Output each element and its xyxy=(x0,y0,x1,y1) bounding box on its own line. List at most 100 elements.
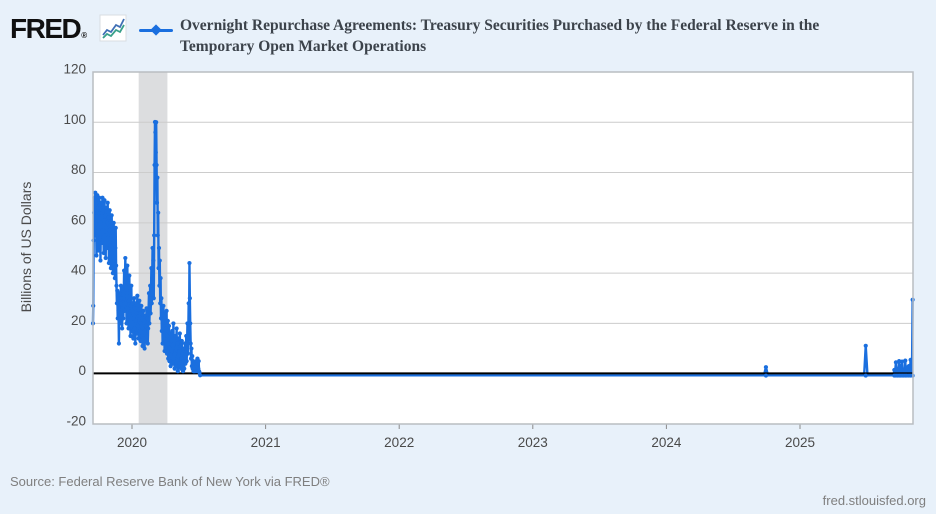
data-point-marker xyxy=(118,321,123,326)
data-point-marker xyxy=(98,258,103,263)
data-point-marker xyxy=(164,351,170,356)
data-point-marker xyxy=(109,250,115,256)
data-point-marker xyxy=(116,341,122,346)
data-point-marker xyxy=(185,351,190,356)
data-point-marker xyxy=(146,291,152,296)
data-point-marker xyxy=(96,215,101,220)
data-point-marker xyxy=(110,230,115,235)
data-point-marker xyxy=(155,175,160,180)
data-point-marker xyxy=(152,233,157,238)
data-point-marker xyxy=(898,364,903,369)
data-point-marker xyxy=(161,303,166,308)
data-point-marker xyxy=(111,258,117,263)
y-tick-label: 40 xyxy=(71,263,86,278)
data-point-marker xyxy=(106,260,111,266)
data-point-marker xyxy=(147,321,152,326)
data-point-marker xyxy=(99,200,104,205)
data-point-marker xyxy=(138,311,143,316)
data-point-marker xyxy=(165,333,170,339)
data-point-marker xyxy=(156,245,162,251)
data-point-marker xyxy=(126,298,132,303)
data-point-marker xyxy=(160,308,165,313)
data-point-marker xyxy=(863,343,868,348)
data-point-marker xyxy=(165,318,170,323)
data-point-marker xyxy=(171,321,176,326)
legend-dot-marker xyxy=(150,24,162,36)
data-point-marker xyxy=(107,243,113,248)
data-point-marker xyxy=(159,296,164,301)
data-point-marker xyxy=(162,316,167,321)
data-point-marker xyxy=(175,341,180,346)
data-point-marker xyxy=(164,308,169,313)
data-point-marker xyxy=(150,283,156,288)
fred-site-link[interactable]: fred.stlouisfed.org xyxy=(822,493,926,508)
data-point-marker xyxy=(134,331,139,336)
data-point-marker xyxy=(142,328,148,334)
data-point-marker xyxy=(93,220,98,225)
data-point-marker xyxy=(156,210,161,215)
x-tick-label: 2021 xyxy=(251,435,281,450)
data-point-marker xyxy=(137,298,142,303)
data-point-marker xyxy=(111,220,116,225)
y-tick-label: -20 xyxy=(66,413,86,428)
data-point-marker xyxy=(102,198,107,203)
data-point-marker xyxy=(164,326,169,331)
data-point-marker xyxy=(130,308,135,313)
series-legend-marker xyxy=(139,24,173,36)
data-point-marker xyxy=(763,373,768,378)
data-point-marker xyxy=(95,225,100,230)
data-point-marker xyxy=(105,235,111,241)
data-point-marker xyxy=(176,336,181,341)
data-point-marker xyxy=(101,218,107,223)
data-point-marker xyxy=(141,308,146,313)
data-point-marker xyxy=(94,210,99,215)
data-point-marker xyxy=(186,336,191,341)
fred-logo[interactable]: FRED® xyxy=(10,13,87,45)
data-point-marker xyxy=(160,321,166,326)
data-point-marker xyxy=(132,296,137,301)
data-point-marker xyxy=(170,361,175,366)
data-point-marker xyxy=(98,220,103,225)
data-point-marker xyxy=(158,301,163,306)
data-point-marker xyxy=(99,240,104,246)
data-point-marker xyxy=(177,348,182,354)
data-point-marker xyxy=(103,225,109,230)
data-point-marker xyxy=(106,215,111,220)
data-point-marker xyxy=(105,200,110,205)
data-point-marker xyxy=(108,223,113,228)
data-point-marker xyxy=(144,333,150,339)
data-point-marker xyxy=(125,306,130,311)
data-point-marker xyxy=(173,364,178,369)
data-point-marker xyxy=(150,245,155,251)
data-point-marker xyxy=(901,367,906,373)
data-point-marker xyxy=(184,346,190,351)
data-point-marker xyxy=(177,331,182,336)
data-point-marker xyxy=(124,276,129,281)
data-point-marker xyxy=(149,301,154,306)
data-point-marker xyxy=(145,341,150,346)
data-point-marker xyxy=(169,348,174,354)
data-point-marker xyxy=(763,365,769,370)
data-point-marker xyxy=(110,271,115,276)
data-point-marker xyxy=(150,276,155,281)
data-point-marker xyxy=(130,301,136,306)
data-point-marker xyxy=(124,321,129,326)
data-point-marker xyxy=(133,341,138,346)
data-point-marker xyxy=(117,306,122,311)
data-point-marker xyxy=(139,303,144,308)
data-point-marker xyxy=(182,366,187,371)
data-point-marker xyxy=(178,343,183,349)
data-point-marker xyxy=(863,373,868,378)
data-point-marker xyxy=(166,323,172,329)
fred-logo-text: FRED xyxy=(10,13,82,44)
data-point-marker xyxy=(179,338,184,344)
data-point-marker xyxy=(94,253,99,258)
data-point-marker xyxy=(103,213,108,218)
data-point-marker xyxy=(96,248,101,253)
data-point-marker xyxy=(182,341,188,346)
data-point-marker xyxy=(148,311,153,316)
data-point-marker xyxy=(145,316,150,321)
data-point-marker xyxy=(173,333,178,339)
data-point-marker xyxy=(167,359,172,364)
